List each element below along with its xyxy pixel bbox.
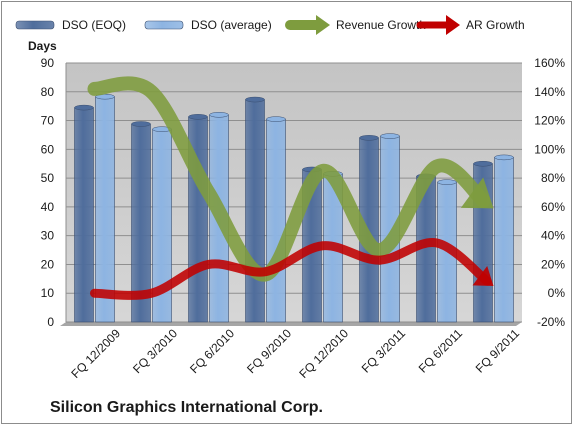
legend-label: DSO (EOQ) [62, 18, 126, 32]
revenue-growth-arrowhead [460, 177, 494, 209]
bar-top [380, 133, 400, 139]
bar-top [437, 179, 457, 185]
y-tick-label: 70 [41, 114, 55, 128]
bar-dso-eoq [245, 99, 265, 323]
x-tick-label: FQ 6/2010 [187, 326, 237, 376]
x-tick-label: FQ 12/2009 [68, 326, 123, 381]
y-tick-label: 50 [41, 171, 55, 185]
x-tick-label: FQ 9/2011 [473, 326, 523, 376]
y2-tick-label: 160% [534, 56, 565, 70]
bar-dso-average [494, 157, 514, 323]
y2-tick-label: 40% [541, 229, 565, 243]
bar-top [494, 154, 514, 161]
y2-tick-label: 0% [548, 286, 566, 300]
bar-top [245, 96, 265, 103]
ar-growth-arrowhead [472, 266, 494, 287]
y-tick-label: 60 [41, 142, 55, 156]
bar-top [209, 112, 229, 118]
x-tick-label: FQ 12/2010 [296, 326, 351, 381]
y-tick-label: 10 [41, 286, 55, 300]
bar-top [473, 160, 493, 167]
y-tick-label: 20 [41, 257, 55, 271]
legend-swatch [15, 20, 55, 30]
legend-label: AR Growth [466, 18, 525, 32]
y2-tick-label: 100% [534, 142, 565, 156]
bar-top [188, 114, 208, 120]
bar-dso-eoq [74, 107, 94, 323]
legend-label: Revenue Growth [336, 18, 426, 32]
bar-top [131, 121, 151, 127]
legend-label: DSO (average) [191, 18, 272, 32]
x-tick-label: FQ 9/2010 [244, 326, 294, 376]
ar-growth-line [90, 238, 492, 300]
y-tick-label: 30 [41, 229, 55, 243]
y2-tick-label: 60% [541, 200, 565, 214]
bar-dso-average [266, 118, 286, 323]
y2-tick-label: 120% [534, 114, 565, 128]
y-tick-label: 0 [47, 315, 54, 329]
y-tick-label: 40 [41, 200, 55, 214]
x-tick-label: FQ 3/2011 [359, 326, 409, 376]
y2-tick-label: 20% [541, 257, 565, 271]
bar-top [359, 135, 379, 141]
y2-tick-label: 80% [541, 171, 565, 185]
y-tick-label: 90 [41, 56, 55, 70]
revenue-growth-line [87, 76, 491, 282]
y-axis-label: Days [28, 39, 57, 53]
y2-tick-label: 140% [534, 85, 565, 99]
bar-top [266, 116, 286, 122]
x-tick-label: FQ 3/2010 [130, 326, 180, 376]
legend-arrowhead [316, 15, 330, 35]
legend-swatch [144, 20, 184, 30]
y2-tick-label: -20% [537, 315, 565, 329]
bar-top [74, 104, 94, 111]
y-tick-label: 80 [41, 85, 55, 99]
x-tick-label: FQ 6/2011 [416, 326, 466, 376]
plot-floor [60, 322, 522, 326]
chart-title: Silicon Graphics International Corp. [50, 399, 323, 416]
bar-dso-average [95, 96, 115, 323]
legend-arrowhead [446, 15, 460, 35]
